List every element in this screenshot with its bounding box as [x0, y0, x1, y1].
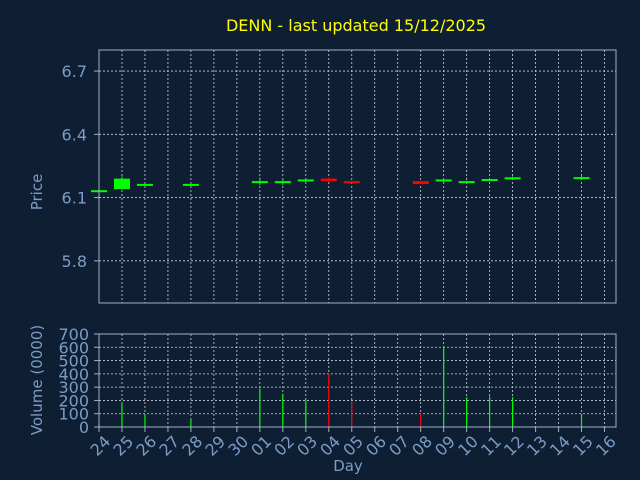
price-tick-label: 5.8	[62, 252, 87, 271]
price-tick-label: 6.7	[62, 62, 87, 81]
volume-tick-label: 700	[58, 325, 89, 344]
candle-09	[435, 178, 452, 184]
candle-02	[274, 179, 291, 185]
candle-01	[251, 177, 268, 185]
price-tick-label: 6.4	[62, 125, 87, 144]
candle-body	[481, 179, 498, 182]
candle-25	[113, 176, 130, 190]
volume-tick-label: 200	[58, 391, 89, 410]
candle-body	[251, 181, 268, 184]
candle-04	[320, 177, 337, 182]
candle-body	[136, 183, 153, 186]
volume-y-axis-label: Volume (0000)	[28, 325, 46, 435]
candle-body	[274, 181, 291, 184]
candle-10	[458, 180, 475, 184]
candle-28	[182, 182, 199, 186]
candle-body	[343, 181, 360, 184]
candle-body	[435, 179, 452, 182]
volume-tick-label: 300	[58, 378, 89, 397]
price-y-ticks: 5.8 6.1 6.4 6.7	[62, 62, 99, 271]
candle-body	[113, 178, 130, 190]
candle-body	[182, 183, 199, 186]
x-axis-label: Day	[333, 457, 363, 475]
candle-15	[573, 174, 590, 180]
candle-body	[297, 179, 314, 182]
volume-tick-label: 500	[58, 352, 89, 371]
candle-03	[297, 178, 314, 183]
candle-11	[481, 178, 498, 182]
price-plot-frame	[98, 49, 617, 304]
volume-plot-frame	[98, 333, 617, 428]
volume-bars	[98, 345, 583, 427]
candle-body	[573, 177, 590, 180]
candle-08	[412, 180, 429, 185]
candle-body	[458, 181, 475, 184]
price-tick-label: 6.1	[62, 189, 87, 208]
volume-tick-label: 0	[79, 418, 89, 437]
chart-title: DENN - last updated 15/12/2025	[226, 16, 486, 35]
candle-26	[136, 182, 153, 186]
volume-tick-label: 600	[58, 338, 89, 357]
volume-tick-label: 400	[58, 365, 89, 384]
candle-body	[412, 181, 429, 185]
price-y-axis-label: Price	[28, 174, 46, 211]
candle-05	[343, 180, 360, 184]
candle-12	[504, 176, 521, 180]
candle-body	[504, 177, 521, 180]
volume-tick-label: 100	[58, 405, 89, 424]
candle-body	[320, 178, 337, 182]
